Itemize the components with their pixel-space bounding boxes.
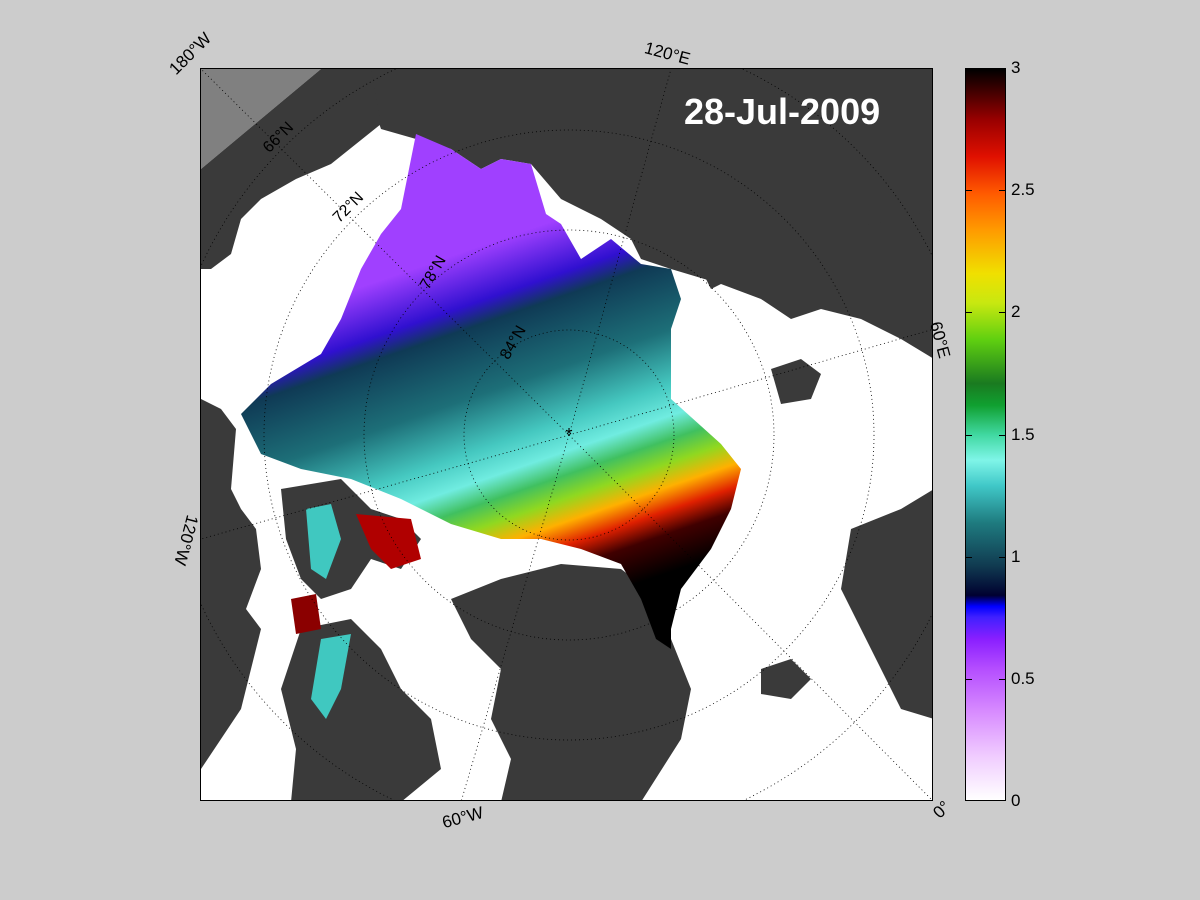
colorbar-tick-mark: [999, 800, 1005, 801]
sea-ice-archipelago-a: [306, 504, 341, 579]
arctic-map: * 28-Jul-2009 66°N 72°N 78°N 84°N: [200, 68, 933, 801]
colorbar-tick-mark: [999, 68, 1005, 69]
siberia-land: [361, 69, 932, 358]
svalbard-land: [771, 359, 821, 404]
baffin-land: [281, 619, 441, 800]
colorbar-tick-label: 0.5: [1011, 668, 1035, 688]
graticule: [201, 69, 932, 800]
colorbar-tick-label: 2.5: [1011, 180, 1035, 200]
colorbar-tick-label: 0: [1011, 791, 1021, 810]
colorbar-tick-mark: [999, 434, 1005, 436]
novaya-zemlya-land: [801, 209, 932, 279]
longitude-label-120w: 120°W: [170, 512, 202, 568]
colorbar-tick-mark: [966, 556, 972, 558]
greenland-land: [451, 564, 691, 800]
map-canvas: *: [201, 69, 932, 800]
colorbar-tick-label: 1: [1011, 546, 1021, 566]
colorbar-tick-mark: [999, 678, 1005, 680]
colorbar-tick-mark: [999, 556, 1005, 558]
colorbar-tick-label: 2: [1011, 302, 1021, 322]
sea-ice-main: [241, 134, 741, 649]
scandinavia-land: [841, 490, 932, 719]
colorbar-tick-mark: [966, 678, 972, 680]
colorbar-tick-mark: [966, 800, 972, 801]
colorbar-tick-mark: [999, 190, 1005, 192]
colorbar-tick-mark: [966, 434, 972, 436]
colorbar-tick-label: 1.5: [1011, 424, 1035, 444]
colorbar-tick-mark: [966, 68, 972, 69]
sea-ice-baffin: [311, 634, 351, 719]
longitude-label-60w: 60°W: [440, 802, 486, 833]
colorbar-tick-mark: [999, 312, 1005, 314]
sea-ice-thick-patch: [291, 594, 321, 634]
alaska-land: [201, 69, 381, 269]
colorbar-tick-label: 3: [1011, 58, 1021, 77]
colorbar-tick-mark: [966, 312, 972, 314]
sea-ice-field: [241, 134, 741, 719]
franz-josef-land: [701, 264, 731, 289]
north-pole-marker: *: [565, 425, 572, 445]
iceland-land: [761, 659, 811, 699]
colorbar-tick-mark: [966, 190, 972, 192]
longitude-label-120e: 120°E: [642, 38, 693, 69]
date-label: 28-Jul-2009: [684, 91, 881, 132]
sea-ice-archipelago-b: [356, 514, 421, 569]
north-america-west-land: [201, 399, 261, 769]
longitude-label-0: 0°: [929, 797, 955, 823]
